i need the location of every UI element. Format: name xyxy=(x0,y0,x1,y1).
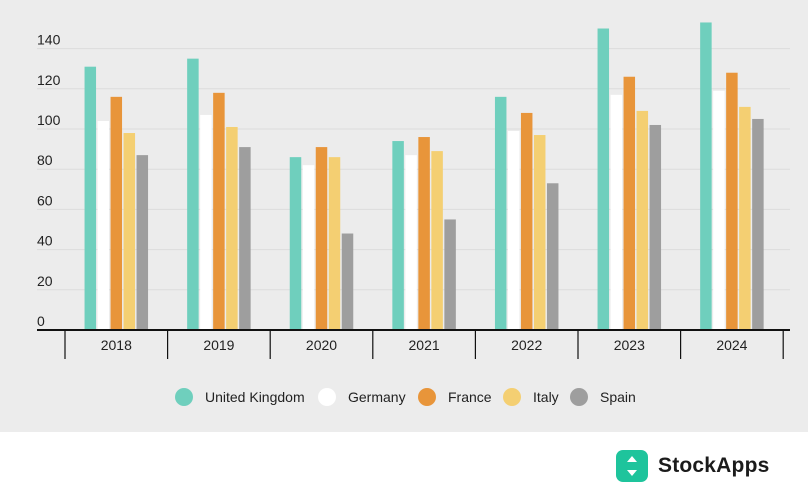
legend-swatch xyxy=(175,388,193,406)
bars xyxy=(84,22,764,331)
legend-label: France xyxy=(448,389,492,405)
legend-label: Spain xyxy=(600,389,636,405)
x-tick-label: 2021 xyxy=(409,337,440,353)
stockapps-logo-icon xyxy=(616,450,648,482)
bar-italy-2021 xyxy=(431,151,443,330)
x-tick-label: 2019 xyxy=(203,337,234,353)
x-tick-label: 2018 xyxy=(101,337,132,353)
legend-label: United Kingdom xyxy=(205,389,305,405)
y-tick-label: 40 xyxy=(37,233,53,249)
bar-spain-2021 xyxy=(444,219,456,330)
bar-france-2022 xyxy=(520,112,533,330)
bar-italy-2018 xyxy=(123,133,136,330)
x-tick-label: 2020 xyxy=(306,337,337,353)
bar-italy-2019 xyxy=(226,126,238,331)
bar-spain-2020 xyxy=(341,233,354,330)
legend-label: Italy xyxy=(533,389,559,405)
bar-france-2024 xyxy=(726,72,738,330)
bar-united-kingdom-2020 xyxy=(289,157,302,330)
bar-italy-2023 xyxy=(636,110,649,330)
legend: United Kingdom Germany France Italy Spain xyxy=(175,388,636,406)
legend-swatch xyxy=(418,388,436,406)
bar-france-2021 xyxy=(418,137,430,330)
stockapps-logo: StockApps xyxy=(616,450,770,482)
bar-italy-2024 xyxy=(739,106,751,330)
legend-swatch xyxy=(503,388,521,406)
y-tick-label: 60 xyxy=(37,192,53,208)
bar-france-2020 xyxy=(315,147,328,330)
bar-germany-2020 xyxy=(302,165,315,330)
bar-united-kingdom-2023 xyxy=(597,28,610,330)
y-tick-label: 140 xyxy=(37,32,61,48)
bar-germany-2022 xyxy=(507,131,520,330)
y-tick-label: 20 xyxy=(37,273,53,289)
x-tick-label: 2022 xyxy=(511,337,542,353)
bar-italy-2022 xyxy=(533,135,546,330)
bar-spain-2022 xyxy=(546,183,559,330)
bar-germany-2024 xyxy=(713,90,725,330)
bar-france-2023 xyxy=(623,76,636,331)
y-axis-ticks: 0 20 40 60 80 100 120 140 xyxy=(37,32,61,329)
bar-spain-2018 xyxy=(136,155,149,330)
y-tick-label: 120 xyxy=(37,72,61,88)
bar-germany-2018 xyxy=(97,120,110,331)
x-tick-label: 2024 xyxy=(716,337,747,353)
y-tick-label: 0 xyxy=(37,313,45,329)
bar-italy-2020 xyxy=(328,157,341,330)
bar-united-kingdom-2024 xyxy=(700,22,712,330)
bar-united-kingdom-2018 xyxy=(84,66,97,330)
bar-spain-2019 xyxy=(239,147,251,330)
bar-germany-2023 xyxy=(610,94,623,330)
bar-united-kingdom-2021 xyxy=(392,141,404,330)
bar-united-kingdom-2022 xyxy=(494,96,507,330)
x-axis: 2018 2019 2020 2021 2022 2023 2024 xyxy=(37,329,790,359)
bar-spain-2024 xyxy=(752,118,764,330)
legend-label: Germany xyxy=(348,389,406,405)
legend-swatch xyxy=(318,388,336,406)
y-tick-label: 100 xyxy=(37,112,61,128)
legend-swatch xyxy=(570,388,588,406)
bar-germany-2021 xyxy=(405,155,417,330)
x-tick-label: 2023 xyxy=(614,337,645,353)
bar-united-kingdom-2019 xyxy=(187,58,199,331)
bar-france-2019 xyxy=(213,92,225,330)
bar-germany-2019 xyxy=(200,114,212,331)
bar-france-2018 xyxy=(110,96,123,330)
bar-spain-2023 xyxy=(649,124,662,330)
y-tick-label: 80 xyxy=(37,152,53,168)
logo-text: StockApps xyxy=(658,454,770,477)
